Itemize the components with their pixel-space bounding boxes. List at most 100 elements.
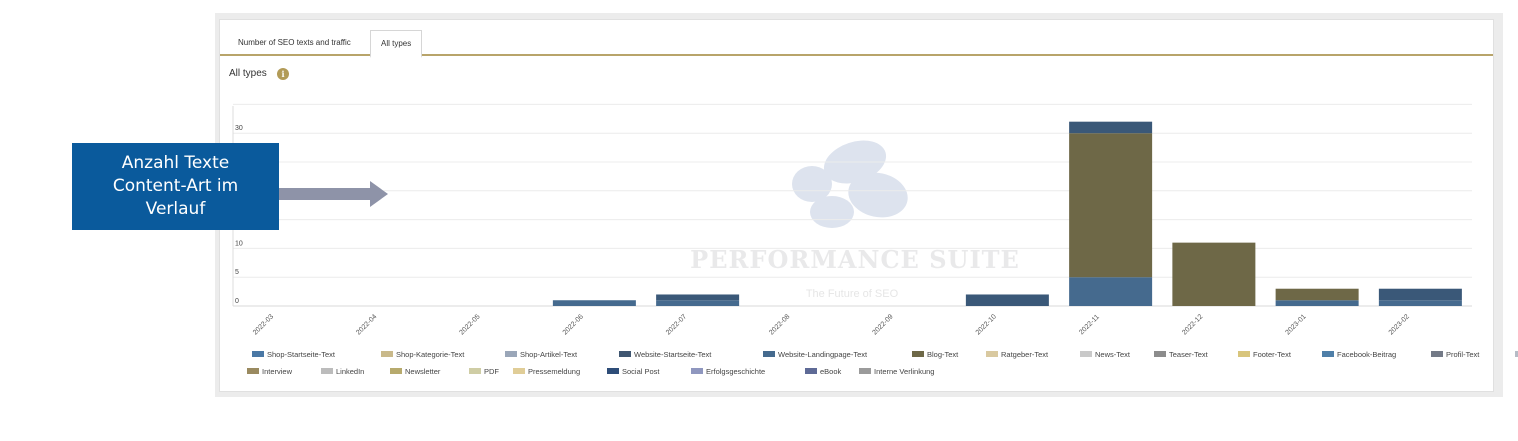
callout-arrow: [279, 181, 388, 207]
legend-swatch: [381, 351, 393, 357]
watermark-logo-icon: [792, 140, 908, 228]
tab-bar: Number of SEO texts and traffic All type…: [220, 20, 1493, 58]
legend-item[interactable]: Shop-Kategorie-Text: [381, 350, 465, 359]
legend-item[interactable]: eBook: [805, 367, 842, 376]
chart-grid: [232, 103, 1472, 307]
legend-label: Blog-Text: [927, 350, 959, 359]
legend-item[interactable]: Profil-Text: [1431, 350, 1480, 359]
legend-item[interactable]: Newsletter: [390, 367, 441, 376]
bar-segment[interactable]: [656, 300, 740, 306]
bar-segment[interactable]: [1275, 300, 1359, 306]
legend-item[interactable]: Erfolgsgeschichte: [691, 367, 765, 376]
legend-label: Profil-Text: [1446, 350, 1480, 359]
bar-segment[interactable]: [1172, 242, 1256, 306]
x-tick-label: 2022-06: [562, 313, 585, 336]
legend-swatch: [390, 368, 402, 374]
x-tick-label: 2022-05: [459, 313, 482, 336]
chart-bars: [552, 121, 1462, 306]
legend-label: LinkedIn: [336, 367, 364, 376]
legend-label: Shop-Startseite-Text: [267, 350, 336, 359]
bar-segment[interactable]: [1069, 121, 1153, 134]
legend-label: Shop-Kategorie-Text: [396, 350, 465, 359]
tab-all-types[interactable]: All types: [370, 30, 423, 58]
legend-label: eBook: [820, 367, 842, 376]
legend-item[interactable]: Website-Landingpage-Text: [763, 350, 868, 359]
legend-label: Erfolgsgeschichte: [706, 367, 765, 376]
y-tick-label: 10: [235, 240, 243, 247]
legend-label: Ratgeber-Text: [1001, 350, 1049, 359]
x-tick-label: 2022-12: [1181, 313, 1204, 336]
legend-item[interactable]: Footer-Text: [1238, 350, 1292, 359]
y-tick-label: 0: [235, 298, 239, 305]
legend-item[interactable]: PDF: [469, 367, 499, 376]
x-tick-label: 2022-09: [872, 313, 895, 336]
legend-swatch: [763, 351, 775, 357]
callout-box: Anzahl Texte Content-Art im Verlauf: [72, 143, 279, 230]
legend-label: Pressemeldung: [528, 367, 580, 376]
legend-swatch: [986, 351, 998, 357]
y-axis: 0 5 10 30: [235, 125, 243, 305]
legend-swatch: [912, 351, 924, 357]
legend-swatch: [252, 351, 264, 357]
watermark: PERFORMANCE SUITE The Future of SEO: [690, 140, 1019, 300]
legend-item[interactable]: Teaser-Text: [1154, 350, 1209, 359]
legend-label: Interview: [262, 367, 293, 376]
legend-label: PDF: [484, 367, 499, 376]
x-tick-label: 2022-03: [252, 313, 275, 336]
bar-segment[interactable]: [1069, 277, 1153, 306]
callout-line-1: Anzahl Texte: [121, 153, 230, 173]
info-icon[interactable]: i: [277, 68, 289, 80]
legend-swatch: [1080, 351, 1092, 357]
callout-line-2: Content-Art im: [112, 176, 239, 196]
legend-item[interactable]: Shop-Artikel-Text: [505, 350, 578, 359]
x-tick-label: 2022-07: [665, 313, 688, 336]
legend-item[interactable]: LinkedIn: [321, 367, 364, 376]
y-tick-label: 30: [235, 125, 243, 132]
legend-label: Website-Landingpage-Text: [778, 350, 868, 359]
bar-segment[interactable]: [656, 294, 740, 301]
bar-segment[interactable]: [1378, 288, 1462, 301]
legend-label: Newsletter: [405, 367, 441, 376]
legend-item[interactable]: Shop-Startseite-Text: [252, 350, 336, 359]
legend-swatch: [1322, 351, 1334, 357]
bar-segment[interactable]: [552, 300, 636, 306]
bar-segment[interactable]: [1069, 133, 1153, 278]
legend-label: Facebook-Beitrag: [1337, 350, 1396, 359]
legend-swatch: [805, 368, 817, 374]
legend-swatch: [1154, 351, 1166, 357]
legend-item[interactable]: Standort-Text: [1515, 350, 1518, 359]
legend-swatch: [1431, 351, 1443, 357]
legend-label: Social Post: [622, 367, 660, 376]
legend-label: Interne Verlinkung: [874, 367, 934, 376]
y-tick-label: 5: [235, 269, 239, 276]
watermark-subtitle: The Future of SEO: [806, 288, 899, 300]
legend-swatch: [1238, 351, 1250, 357]
legend-swatch: [247, 368, 259, 374]
legend-swatch: [607, 368, 619, 374]
panel-title: All types: [229, 68, 267, 79]
legend-item[interactable]: Blog-Text: [912, 350, 959, 359]
bar-segment[interactable]: [1378, 300, 1462, 306]
legend-swatch: [619, 351, 631, 357]
x-tick-label: 2022-04: [355, 313, 378, 336]
legend-item[interactable]: Website-Startseite-Text: [619, 350, 712, 359]
legend-item[interactable]: News-Text: [1080, 350, 1131, 359]
bar-segment[interactable]: [965, 294, 1049, 306]
legend-item[interactable]: Pressemeldung: [513, 367, 580, 376]
legend-item[interactable]: Interview: [247, 367, 293, 376]
legend-swatch: [513, 368, 525, 374]
bar-segment[interactable]: [1275, 288, 1359, 301]
legend-item[interactable]: Facebook-Beitrag: [1322, 350, 1396, 359]
x-tick-label: 2022-10: [975, 313, 998, 336]
legend-swatch: [859, 368, 871, 374]
legend-swatch: [321, 368, 333, 374]
x-tick-label: 2023-02: [1388, 313, 1411, 336]
legend-item[interactable]: Social Post: [607, 367, 660, 376]
legend-item[interactable]: Interne Verlinkung: [859, 367, 934, 376]
chart-legend: Shop-Startseite-Text Shop-Kategorie-Text S…: [247, 350, 1518, 376]
legend-label: Shop-Artikel-Text: [520, 350, 578, 359]
tab-seo-texts-traffic[interactable]: Number of SEO texts and traffic: [238, 38, 351, 47]
legend-item[interactable]: Ratgeber-Text: [986, 350, 1049, 359]
legend-swatch: [691, 368, 703, 374]
legend-swatch: [469, 368, 481, 374]
